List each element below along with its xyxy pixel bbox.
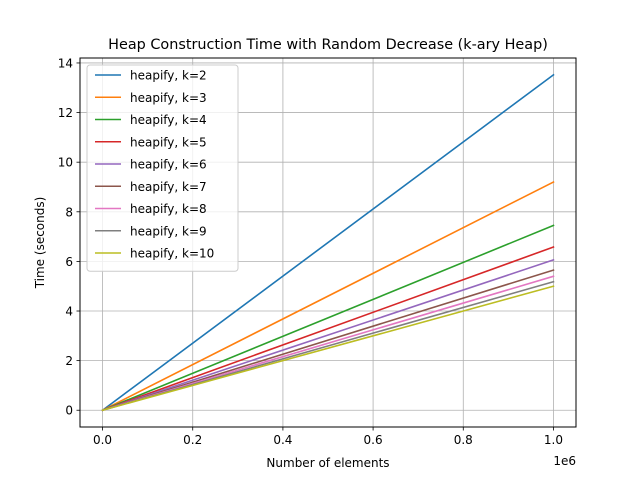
y-tick-label: 0	[65, 404, 73, 418]
series-line-k4	[101, 224, 555, 412]
x-tick-label: 0.8	[454, 433, 473, 447]
x-tick-label: 0.0	[93, 433, 112, 447]
legend-box	[86, 64, 239, 272]
x-tick-label: 1.0	[544, 433, 563, 447]
series-line-k6	[101, 258, 555, 412]
x-axis-offset-label: 1e6	[553, 454, 576, 468]
legend-label: heapify, k=4	[130, 113, 207, 127]
series-line-k5	[101, 245, 555, 412]
legend-label: heapify, k=5	[130, 135, 207, 149]
y-tick-label: 12	[58, 106, 73, 120]
x-tick-label: 0.6	[364, 433, 383, 447]
y-tick-label: 10	[58, 156, 73, 170]
chart-title: Heap Construction Time with Random Decre…	[108, 37, 548, 53]
plot-frame	[79, 57, 577, 428]
legend-label: heapify, k=6	[130, 158, 207, 172]
legend-label: heapify, k=3	[130, 91, 207, 105]
x-tick-label: 0.2	[183, 433, 202, 447]
series-line-k7	[101, 269, 555, 412]
legend-label: heapify, k=2	[130, 69, 207, 83]
series-line-k8	[101, 275, 555, 412]
axis-ticks: 0.0 0.2 0.4 0.6 0.8 1.0 0 2 4 6 8 10 12 14	[58, 56, 563, 447]
series-line-k10	[101, 285, 555, 412]
legend-label: heapify, k=10	[130, 247, 214, 261]
x-axis-label: Number of elements	[266, 456, 389, 470]
y-tick-label: 6	[65, 255, 73, 269]
series-line-k2	[101, 73, 555, 412]
y-tick-label: 2	[65, 354, 73, 368]
y-tick-label: 8	[65, 205, 73, 219]
y-tick-label: 4	[65, 305, 73, 319]
legend: heapify, k=2 heapify, k=3 heapify, k=4 heap…	[86, 64, 239, 272]
legend-label: heapify, k=7	[130, 180, 207, 194]
series-lines	[101, 73, 555, 412]
legend-label: heapify, k=8	[130, 202, 207, 216]
y-tick-label: 14	[58, 56, 73, 70]
series-line-k3	[101, 180, 555, 412]
legend-label: heapify, k=9	[130, 224, 207, 238]
y-axis-label: Time (seconds)	[33, 197, 47, 290]
x-tick-label: 0.4	[273, 433, 292, 447]
